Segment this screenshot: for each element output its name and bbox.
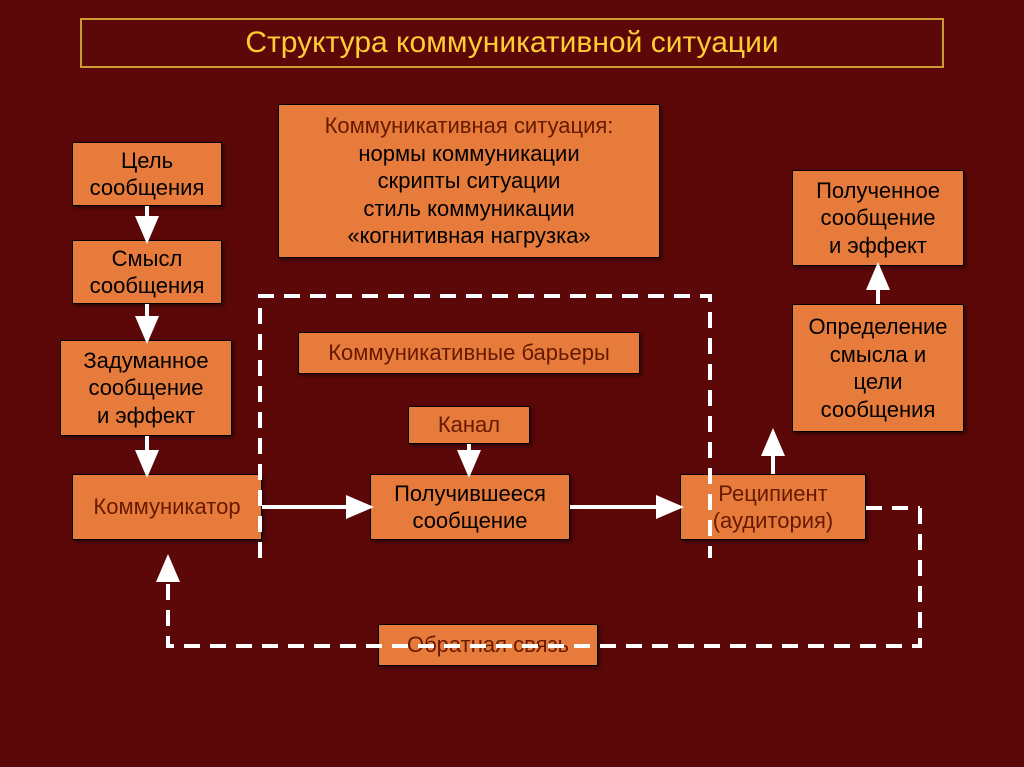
node-sense-line: сообщения (90, 272, 205, 300)
node-barriers-line: Коммуникативные барьеры (328, 339, 610, 367)
node-comm: Коммуникатор (72, 474, 262, 540)
node-sense-line: Смысл (112, 245, 183, 273)
node-situation: Коммуникативная ситуация:нормы коммуника… (278, 104, 660, 258)
diagram-title: Структура коммуникативной ситуации (80, 18, 944, 68)
node-intended: Задуманноесообщениеи эффект (60, 340, 232, 436)
node-intended-line: и эффект (97, 402, 195, 430)
node-barriers: Коммуникативные барьеры (298, 332, 640, 374)
node-resulting-line: Получившееся (394, 480, 546, 508)
node-determine-line: Определение (808, 313, 947, 341)
node-intended-line: сообщение (88, 374, 203, 402)
node-recipient-line: (аудитория) (713, 507, 834, 535)
node-feedback: Обратная связь (378, 624, 598, 666)
node-goal-line: сообщения (90, 174, 205, 202)
node-received: Полученноесообщениеи эффект (792, 170, 964, 266)
node-recipient-line: Реципиент (718, 480, 828, 508)
node-goal: Цельсообщения (72, 142, 222, 206)
node-recipient: Реципиент(аудитория) (680, 474, 866, 540)
node-situation-line: Коммуникативная ситуация: (325, 112, 614, 140)
node-received-line: и эффект (829, 232, 927, 260)
node-determine: Определениесмысла ицелисообщения (792, 304, 964, 432)
node-received-line: Полученное (816, 177, 940, 205)
node-situation-line: нормы коммуникации (358, 140, 579, 168)
node-sense: Смыслсообщения (72, 240, 222, 304)
node-determine-line: сообщения (821, 396, 936, 424)
node-resulting-line: сообщение (412, 507, 527, 535)
node-resulting: Получившеесясообщение (370, 474, 570, 540)
node-goal-line: Цель (121, 147, 173, 175)
node-situation-line: «когнитивная нагрузка» (347, 222, 590, 250)
node-intended-line: Задуманное (83, 347, 208, 375)
node-situation-line: стиль коммуникации (363, 195, 574, 223)
node-channel: Канал (408, 406, 530, 444)
node-situation-line: скрипты ситуации (378, 167, 561, 195)
node-determine-line: смысла и (830, 341, 926, 369)
node-received-line: сообщение (820, 204, 935, 232)
node-channel-line: Канал (438, 411, 500, 439)
title-text: Структура коммуникативной ситуации (245, 26, 778, 60)
node-comm-line: Коммуникатор (93, 493, 240, 521)
node-feedback-line: Обратная связь (407, 631, 569, 659)
node-determine-line: цели (854, 368, 903, 396)
